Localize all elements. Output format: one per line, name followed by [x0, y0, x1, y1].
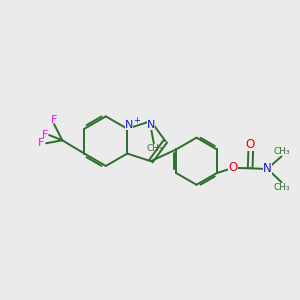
Text: F: F — [51, 115, 57, 125]
Text: CH₃: CH₃ — [146, 144, 163, 153]
Text: O: O — [245, 138, 255, 151]
Text: N: N — [147, 120, 155, 130]
Text: +: + — [133, 116, 140, 125]
Text: CH₃: CH₃ — [274, 147, 290, 156]
Text: O: O — [229, 161, 238, 174]
Text: CH₃: CH₃ — [274, 183, 290, 192]
Text: F: F — [38, 138, 44, 148]
Text: N: N — [124, 120, 133, 130]
Text: N: N — [263, 162, 272, 176]
Text: F: F — [41, 130, 48, 140]
